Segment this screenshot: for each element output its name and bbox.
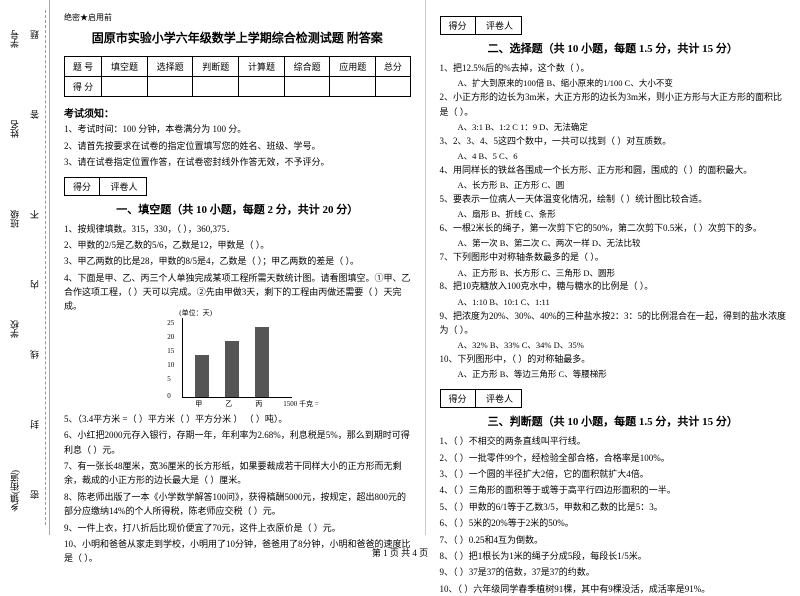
question: 2、甲数的2/5是乙数的5/6，乙数是12，甲数是（ ）。 [64,238,411,252]
question: 3、甲乙两数的比是28，甲数的8/5是4，乙数是（ ）；甲乙两数的差是（ ）。 [64,254,411,268]
question: 6、（ ）5米的20%等于2米的50%。 [440,516,787,530]
question: 8、把10克糖放入100克水中，糖与糖水的比例是（ ）。 [440,279,787,293]
score-label: 得分 [441,390,476,407]
page: 学号 姓名 班级 学校 乡镇(街道) 题 答 不 内 线 封 密 绝密★启用前 … [0,0,800,535]
question: 7、有一张长48厘米，宽36厘米的长方形纸，如果要裁成若干同样大小的正方形而无剩… [64,459,411,488]
question: 9、一件上衣，打八折后比现价便宜了70元，这件上衣原价是（ ）元。 [64,521,411,535]
question: 3、2、3、4、5这四个数中，一共可以找到（ ）对互质数。 [440,134,787,148]
confidential-mark: 绝密★启用前 [64,12,411,23]
fold-word: 线 [28,350,41,359]
score-table: 题 号 填空题 选择题 判断题 计算题 综合题 应用题 总分 得 分 [64,56,411,97]
question: 2、小正方形的边长为3m米，大正方形的边长为3m米，则小正方形与大正方形的面积比… [440,90,787,119]
bar [225,341,239,397]
notice: 1、考试时间：100 分钟，本卷满分为 100 分。 [64,123,411,137]
cell: 选择题 [147,57,193,77]
question: 2、（ ）一批零件99个，经检验全部合格，合格率是100%。 [440,451,787,465]
options: A、第一次 B、第二次 C、两次一样 D、无法比较 [458,237,787,250]
table-row: 题 号 填空题 选择题 判断题 计算题 综合题 应用题 总分 [65,57,411,77]
cell: 总分 [376,57,410,77]
grader-label: 评卷人 [103,178,146,195]
fold-word: 密 [28,490,41,499]
question: 6、小红把2000元存入银行，存期一年，年利率为2.68%，利息税是5%，那么到… [64,428,411,457]
options: A、正方形 B、等边三角形 C、等腰梯形 [458,368,787,381]
fold-word: 答 [28,110,41,119]
question: 8、陈老师出版了一本《小学数学解答100问》，获得稿酬5000元，按规定，超出8… [64,490,411,519]
scorer-box: 得分 评卷人 [440,16,523,35]
question: 7、（ ）0.25和4互为倒数。 [440,533,787,547]
cell: 题 号 [65,57,102,77]
options: A、3:1 B、1:2 C 1：9 D、无法确定 [458,121,787,134]
left-column: 绝密★启用前 固原市实验小学六年级数学上学期综合检测试题 附答案 题 号 填空题… [50,0,426,535]
chart-ylabel: (单位：天) [179,308,212,318]
grader-label: 评卷人 [478,17,521,34]
question: 1、把12.5%后的%去掉，这个数（ ）。 [440,61,787,75]
question: 1、（ ）不相交的两条直线叫平行线。 [440,434,787,448]
question: 4、（ ）三角形的面积等于或等于高平行四边形面积的一半。 [440,483,787,497]
question: 9、把浓度为20%、30%、40%的三种盐水按2：3：5的比例混合在一起，得到的… [440,309,787,338]
question: 4、用同样长的铁丝各围成一个长方形、正方形和圆，围成的（ ）的面积最大。 [440,163,787,177]
notice-head: 考试须知： [64,105,411,120]
notice: 3、请在试卷指定位置作答，在试卷密封线外作答无效，不予评分。 [64,156,411,170]
cell: 综合题 [284,57,330,77]
question: 5、要表示一位病人一天体温变化情况，绘制（ ）统计图比较合适。 [440,192,787,206]
question: 6、一根2米长的绳子，第一次剪下它的50%，第二次剪下0.5米，（ ）次剪下的多… [440,221,787,235]
cell: 判断题 [193,57,239,77]
cell: 填空题 [102,57,148,77]
choice-list: 1、把12.5%后的%去掉，这个数（ ）。 A、扩大到原来的100倍 B、缩小原来… [440,61,787,381]
cell: 得 分 [65,77,102,97]
bar [195,355,209,397]
gutter-label: 乡镇(街道) [8,470,21,512]
section-2-head: 二、选择题（共 10 小题，每题 1.5 分，共计 15 分） [440,40,787,56]
question: 1、按规律填数。315，330，（ ），360,375． [64,222,411,236]
bar-chart: (单位：天) 25 20 15 10 5 0 甲 乙 丙 1500 千克 = [182,318,292,398]
gutter-label: 姓名 [8,120,21,138]
score-label: 得分 [65,178,100,195]
question: 10、（ ）六年级同学春季植树91棵，其中有9棵没活，成活率是91%。 [440,582,787,596]
fold-word: 封 [28,420,41,429]
question: 7、下列图形中对称轴条数最多的是（ ）。 [440,250,787,264]
scorer-box: 得分 评卷人 [64,177,147,196]
exam-title: 固原市实验小学六年级数学上学期综合检测试题 附答案 [64,29,411,46]
question: 4、下面是甲、乙、丙三个人单独完成某项工程所需天数统计图。请看图填空。①甲、乙合… [64,271,411,314]
cell: 计算题 [239,57,285,77]
question: 3、（ ）一个圆的半径扩大2倍，它的面积就扩大4倍。 [440,467,787,481]
table-row: 得 分 [65,77,411,97]
question: 9、（ ）37是37的倍数，37是37的约数。 [440,565,787,579]
gutter-label: 学号 [8,30,21,48]
fold-word: 不 [28,210,41,219]
section-3-head: 三、判断题（共 10 小题，每题 1.5 分，共计 15 分） [440,413,787,429]
fold-line [45,10,46,525]
fold-word: 题 [28,30,41,39]
fold-word: 内 [28,280,41,289]
options: A、4 B、5 C、6 [458,150,787,163]
options: A、扇形 B、折线 C、条形 [458,208,787,221]
options: A、正方形 B、长方形 C、三角形 D、圆形 [458,267,787,280]
section-1-head: 一、填空题（共 10 小题，每题 2 分，共计 20 分） [64,201,411,217]
options: A、扩大到原来的100倍 B、缩小原来的1/100 C、大小不变 [458,77,787,90]
gutter-label: 学校 [8,320,21,338]
options: A、长方形 B、正方形 C、圆 [458,179,787,192]
right-column: 得分 评卷人 二、选择题（共 10 小题，每题 1.5 分，共计 15 分） 1… [426,0,800,535]
options: A、32% B、33% C、34% D、35% [458,339,787,352]
question: 5、（3.4平方米 =（ ）平方米（ ）平方分米 ） （ ）吨）。 [64,412,411,426]
judge-list: 1、（ ）不相交的两条直线叫平行线。 2、（ ）一批零件99个，经检验全部合格，合… [440,434,787,596]
page-footer: 第 1 页 共 4 页 [0,546,800,559]
question: 5、（ ）甲数的6/1等于乙数3/5，甲数和乙数的比是5：3。 [440,500,787,514]
options: A、1:10 B、10:1 C、1:11 [458,296,787,309]
score-label: 得分 [441,17,476,34]
binding-gutter: 学号 姓名 班级 学校 乡镇(街道) 题 答 不 内 线 封 密 [0,0,50,535]
gutter-label: 班级 [8,210,21,228]
grader-label: 评卷人 [478,390,521,407]
bar [255,327,269,397]
cell: 应用题 [330,57,376,77]
scorer-box: 得分 评卷人 [440,389,523,408]
question: 10、下列图形中，（ ）的对称轴最多。 [440,352,787,366]
notice: 2、请首先按要求在试卷的指定位置填写您的姓名、班级、学号。 [64,140,411,154]
